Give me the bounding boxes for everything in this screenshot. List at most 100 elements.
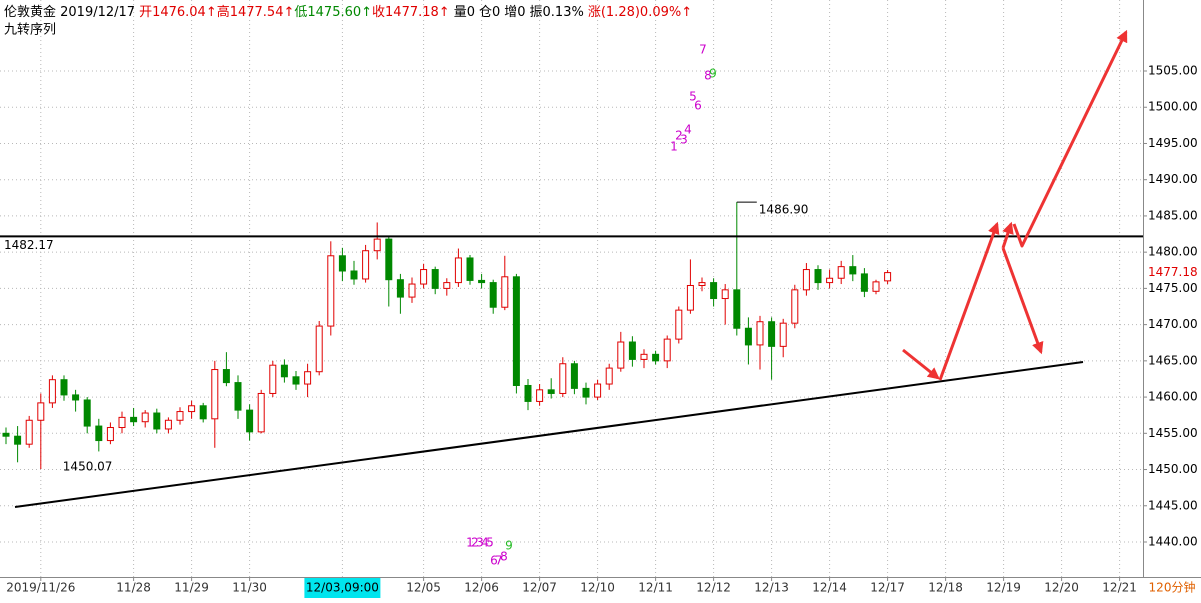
candle-body bbox=[628, 341, 636, 360]
candle-body bbox=[756, 321, 764, 346]
candle-body bbox=[512, 276, 520, 386]
td-sequence-number: 5 bbox=[486, 536, 494, 550]
candle-body bbox=[420, 269, 428, 285]
td-sequence-number: 7 bbox=[699, 43, 707, 57]
header-item: 仓0 bbox=[479, 5, 500, 20]
arrow bbox=[902, 348, 940, 380]
y-tick-label: 1490.00 bbox=[1148, 172, 1198, 186]
candle-body bbox=[489, 282, 497, 308]
candle-body bbox=[826, 277, 834, 284]
td-sequence-number: 1 bbox=[466, 536, 474, 550]
header-item: 涨(1.28)0.09%↑ bbox=[588, 5, 692, 20]
td-sequence-number: 2 bbox=[675, 129, 683, 143]
candle-body bbox=[582, 387, 590, 398]
candle-body bbox=[814, 269, 822, 284]
level-label: 1482.17 bbox=[4, 238, 54, 252]
header-item: 低1475.60↑ bbox=[294, 5, 372, 20]
grid bbox=[0, 0, 1143, 577]
header-item: 高1477.54↑ bbox=[217, 4, 295, 20]
candle-body bbox=[524, 384, 532, 402]
header-item: 伦敦黄金 2019/12/17 bbox=[4, 4, 135, 20]
candle-body bbox=[466, 257, 474, 281]
candle-body bbox=[779, 322, 787, 347]
candle-body bbox=[849, 266, 857, 275]
candle-body bbox=[130, 416, 138, 423]
candle-body bbox=[14, 435, 22, 445]
crosshair-label: 12/03,09:00 bbox=[306, 581, 379, 595]
arrow bbox=[938, 221, 1000, 381]
y-tick-label: 1460.00 bbox=[1148, 390, 1198, 404]
header-item: 收1477.18↑ bbox=[372, 5, 450, 20]
candle-body bbox=[95, 425, 103, 442]
candle-body bbox=[60, 379, 68, 396]
candles bbox=[0, 70, 1147, 581]
x-tick-label: 12/11 bbox=[638, 581, 673, 595]
x-tick-label: 12/07 bbox=[522, 581, 557, 595]
candle-body bbox=[478, 279, 486, 284]
y-tick-label: 1455.00 bbox=[1148, 426, 1198, 440]
y-tick-label: 1495.00 bbox=[1148, 136, 1198, 150]
candle-body bbox=[431, 269, 439, 289]
candle-body bbox=[802, 269, 810, 291]
candle-body bbox=[188, 405, 196, 413]
candle-body bbox=[2, 432, 10, 437]
candle-body bbox=[733, 289, 741, 329]
candle-body bbox=[884, 272, 892, 282]
candle-body bbox=[211, 369, 219, 420]
candle-body bbox=[292, 376, 300, 385]
x-tick-label: 11/28 bbox=[116, 581, 151, 595]
trend-line bbox=[14, 361, 1084, 508]
candle-body bbox=[860, 273, 868, 292]
candle-body bbox=[327, 255, 335, 327]
candle-body bbox=[698, 282, 706, 286]
candle-body bbox=[280, 364, 288, 378]
candle-body bbox=[304, 371, 312, 385]
header-item: 量0 bbox=[454, 5, 475, 20]
candle-body bbox=[176, 411, 184, 421]
td-sequence-number: 5 bbox=[689, 90, 697, 104]
last-price: 1477.18 bbox=[1148, 265, 1198, 279]
arrow bbox=[1001, 247, 1044, 355]
td-sequence-number: 4 bbox=[684, 123, 692, 137]
high-label: 1486.90 bbox=[759, 203, 809, 217]
candle-body bbox=[373, 238, 381, 252]
y-tick-label: 1480.00 bbox=[1148, 245, 1198, 259]
x-tick-label: 12/06 bbox=[464, 581, 499, 595]
x-tick-label: 12/17 bbox=[870, 581, 905, 595]
candle-body bbox=[396, 279, 404, 298]
candle-body bbox=[663, 338, 671, 362]
y-tick-label: 1505.00 bbox=[1148, 64, 1198, 78]
td-sequence-number: 8 bbox=[704, 69, 712, 83]
candle-body bbox=[594, 383, 602, 398]
y-tick-label: 1470.00 bbox=[1148, 317, 1198, 331]
candle-body bbox=[48, 379, 56, 404]
candle-body bbox=[652, 353, 660, 362]
crosshair-label-bg bbox=[304, 578, 381, 598]
x-tick-label: 12/21 bbox=[1102, 581, 1137, 595]
td-sequence-number: 1 bbox=[670, 140, 678, 154]
x-tick-label: 12/05 bbox=[406, 581, 441, 595]
candle-body bbox=[768, 321, 776, 347]
y-tick-label: 1465.00 bbox=[1148, 353, 1198, 367]
candle-body bbox=[710, 282, 718, 300]
candle-body bbox=[408, 283, 416, 298]
candle-body bbox=[744, 327, 752, 346]
candle-body bbox=[315, 325, 323, 373]
td-sequence-number: 4 bbox=[481, 536, 489, 550]
candle-body bbox=[686, 284, 694, 311]
td-sequence-number: 3 bbox=[476, 536, 484, 550]
period-label: 120分钟 bbox=[1149, 580, 1196, 595]
y-tick-label: 1445.00 bbox=[1148, 498, 1198, 512]
candle-body bbox=[350, 270, 358, 280]
candle-body bbox=[199, 405, 207, 420]
td-sequence-number: 6 bbox=[490, 554, 498, 568]
y-tick-label: 1500.00 bbox=[1148, 100, 1198, 114]
candle-body bbox=[547, 389, 555, 394]
header-item: 增0 bbox=[504, 5, 525, 20]
candle-body bbox=[559, 363, 567, 394]
candle-body bbox=[362, 250, 370, 280]
candle-body bbox=[153, 412, 161, 430]
y-tick-label: 1485.00 bbox=[1148, 208, 1198, 222]
candle-body bbox=[83, 399, 91, 427]
